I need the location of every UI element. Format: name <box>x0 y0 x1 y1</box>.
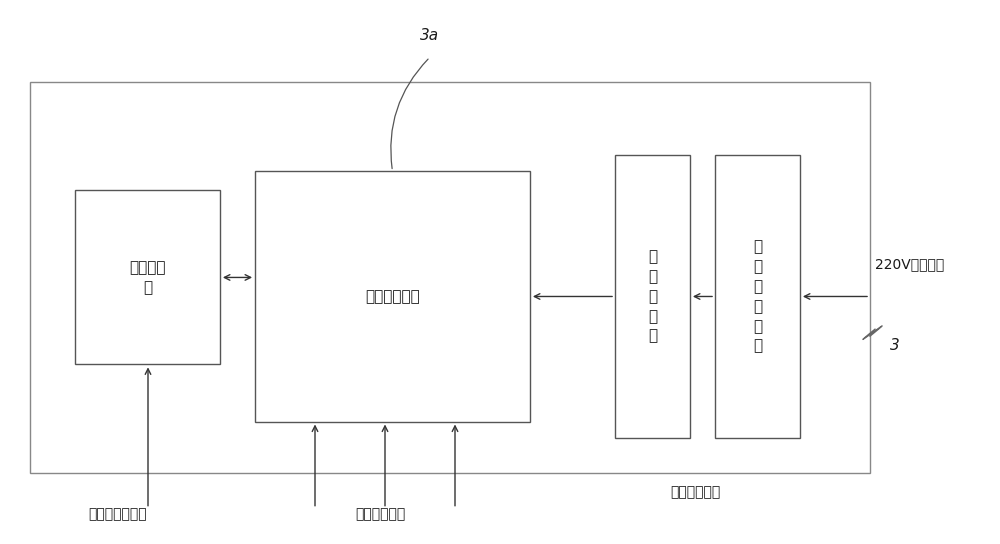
Bar <box>715 155 800 438</box>
Text: 3a: 3a <box>420 28 440 43</box>
Bar <box>75 190 220 364</box>
Text: 220V电源输入: 220V电源输入 <box>875 257 944 271</box>
Text: 第
二
开
关
电
源: 第 二 开 关 电 源 <box>753 239 763 354</box>
Text: 计算机插
件: 计算机插 件 <box>130 260 166 295</box>
Text: 功能测试分机: 功能测试分机 <box>670 485 720 499</box>
Text: 测试控制计算机: 测试控制计算机 <box>89 507 147 521</box>
Text: 3: 3 <box>890 338 900 353</box>
Bar <box>615 155 690 438</box>
Text: 开
关
稳
压
器: 开 关 稳 压 器 <box>648 249 658 344</box>
Bar <box>30 82 870 473</box>
Text: 功能测试背板: 功能测试背板 <box>366 289 420 304</box>
Text: 待测数字插件: 待测数字插件 <box>355 507 405 521</box>
Bar <box>255 171 530 422</box>
